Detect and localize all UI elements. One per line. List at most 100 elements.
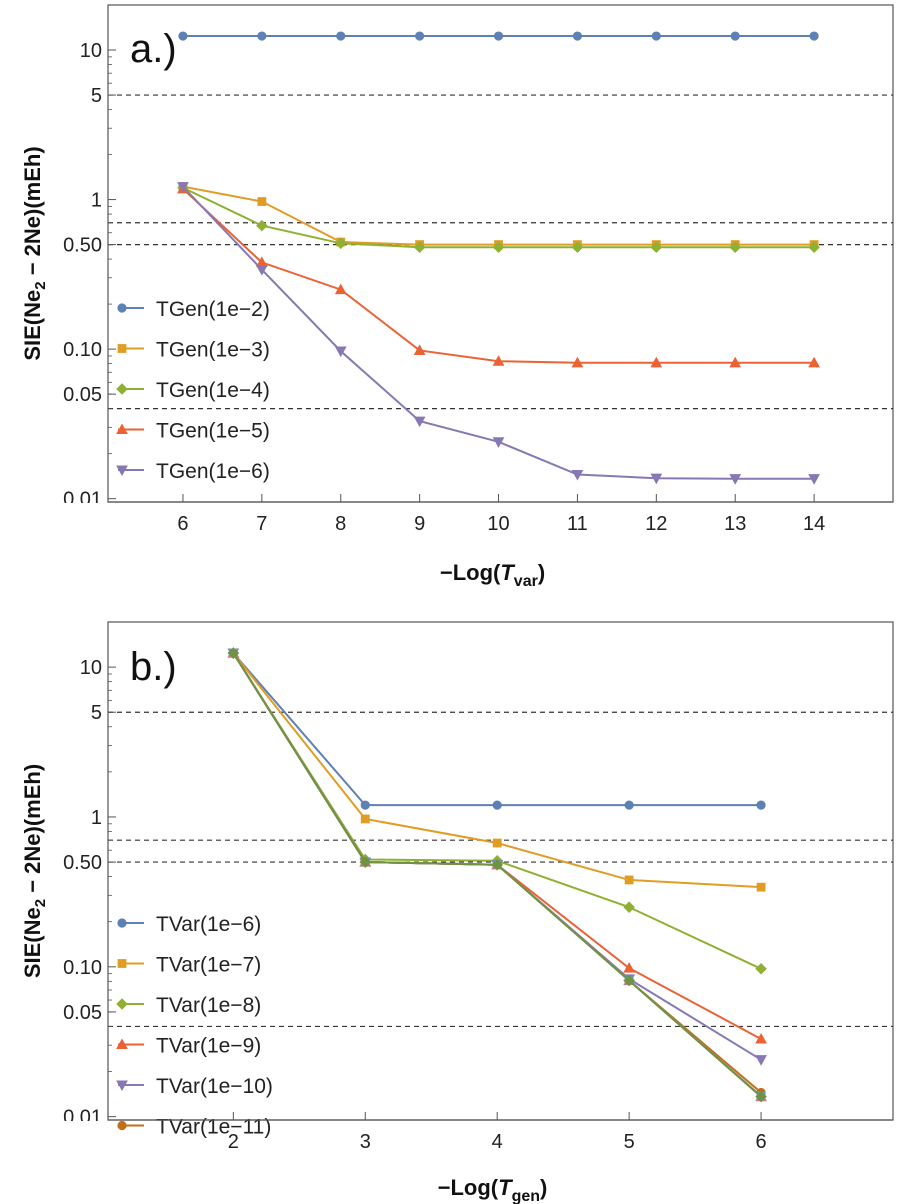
data-point — [360, 800, 370, 810]
data-point — [257, 197, 267, 206]
legend-marker — [117, 959, 127, 968]
x-tick-label: 5 — [624, 1131, 635, 1153]
data-point — [256, 219, 268, 232]
x-tick-label: 13 — [724, 513, 746, 535]
legend-entry: TGen(1e−5) — [116, 420, 270, 443]
data-point — [808, 474, 820, 485]
data-point — [492, 437, 505, 448]
data-point — [730, 31, 740, 41]
legend: TVar(1e−6) TVar(1e−7) TVar(1e−8) TVar(1e−9)… — [116, 913, 273, 1139]
data-point — [413, 416, 426, 428]
series-4 — [177, 182, 820, 368]
data-point — [624, 875, 634, 885]
legend-label: TGen(1e−6) — [156, 460, 270, 483]
y-axis-title: SIE(Ne2 − 2Ne)(mEh) — [20, 764, 49, 978]
data-point — [491, 858, 503, 871]
legend-marker — [116, 1080, 128, 1092]
x-tick-label: 3 — [360, 1131, 371, 1153]
data-point — [756, 882, 766, 892]
y-tick-label: 0.10 — [63, 339, 102, 361]
legend-label: TGen(1e−2) — [156, 298, 270, 321]
series-2 — [228, 648, 766, 892]
x-axis-title-variable: T — [500, 560, 515, 585]
y-tick-label: 0.50 — [63, 852, 102, 874]
y-tick-label: 5 — [91, 702, 102, 724]
series-1 — [178, 31, 819, 41]
x-tick-label: 2 — [228, 1131, 239, 1153]
series-3 — [227, 647, 767, 975]
x-axis-title-part: −Log( — [440, 560, 501, 585]
data-point — [492, 241, 505, 254]
legend-entry: TGen(1e−4) — [116, 379, 270, 402]
x-tick-label: 11 — [567, 513, 588, 535]
data-point — [257, 31, 267, 41]
data-point — [623, 962, 636, 973]
legend-clip-cover — [0, 1121, 107, 1161]
y-axis-title-part: SIE(Ne — [20, 907, 45, 978]
x-axis-title: −Log(Tvar) — [440, 560, 545, 590]
legend-label: TVar(1e−9) — [156, 1035, 261, 1058]
data-point — [650, 356, 663, 368]
series-1 — [228, 648, 766, 810]
y-tick-label: 0.05 — [63, 1002, 102, 1024]
data-point — [334, 237, 347, 250]
data-point — [255, 265, 268, 276]
x-tick-label: 14 — [803, 513, 825, 535]
legend-entry: TVar(1e−11) — [117, 1116, 271, 1139]
data-point — [572, 31, 583, 41]
legend-marker — [117, 918, 127, 928]
data-point — [756, 800, 766, 810]
series-line — [182, 185, 815, 480]
x-tick-label: 9 — [414, 513, 425, 535]
data-point — [623, 974, 635, 987]
data-point — [624, 800, 634, 810]
series-9 — [227, 647, 767, 1103]
legend-label: TGen(1e−4) — [156, 379, 270, 402]
x-tick-label: 10 — [487, 513, 509, 535]
data-point — [413, 241, 426, 254]
legend-entry: TVar(1e−7) — [117, 954, 261, 977]
x-axis-title-subscript: var — [514, 573, 538, 590]
y-tick-label: 10 — [80, 657, 102, 679]
data-point — [571, 356, 584, 368]
series-line — [182, 185, 815, 246]
data-point — [493, 31, 504, 41]
data-point — [571, 241, 584, 254]
legend-marker — [117, 303, 127, 313]
y-axis-title-subscript: 2 — [32, 281, 49, 289]
x-tick-label: 6 — [756, 1131, 767, 1153]
data-point — [755, 1090, 767, 1103]
series-7 — [228, 648, 766, 1101]
y-tick-label: 0.10 — [63, 957, 102, 979]
legend-entry: TVar(1e−10) — [116, 1075, 273, 1098]
x-tick-label: 4 — [492, 1131, 503, 1153]
x-tick-label: 7 — [256, 513, 267, 535]
data-point — [334, 283, 347, 295]
data-point — [227, 647, 240, 659]
panel-label: a.) — [130, 27, 177, 71]
legend-marker — [117, 1120, 127, 1131]
legend-label: TGen(1e−5) — [156, 420, 270, 443]
legend-entry: TGen(1e−6) — [116, 460, 270, 483]
legend-label: TGen(1e−3) — [156, 339, 270, 362]
series-line — [232, 652, 762, 889]
legend-marker — [116, 423, 128, 435]
data-point — [755, 1055, 767, 1066]
data-point — [755, 963, 767, 975]
x-axis-title-part: ) — [538, 560, 545, 585]
series-line — [232, 652, 762, 1097]
legend-marker — [116, 998, 128, 1010]
data-point — [178, 31, 188, 41]
data-point — [729, 241, 741, 254]
data-point — [571, 469, 584, 481]
data-point — [492, 355, 505, 366]
data-point — [413, 344, 426, 355]
x-tick-label: 8 — [335, 513, 346, 535]
series-3 — [177, 181, 820, 254]
legend-label: TVar(1e−8) — [156, 994, 261, 1017]
y-axis-title-part: − 2Ne)(mEh) — [20, 764, 45, 899]
data-point — [492, 800, 502, 810]
y-axis-title-part: − 2Ne)(mEh) — [20, 146, 45, 281]
